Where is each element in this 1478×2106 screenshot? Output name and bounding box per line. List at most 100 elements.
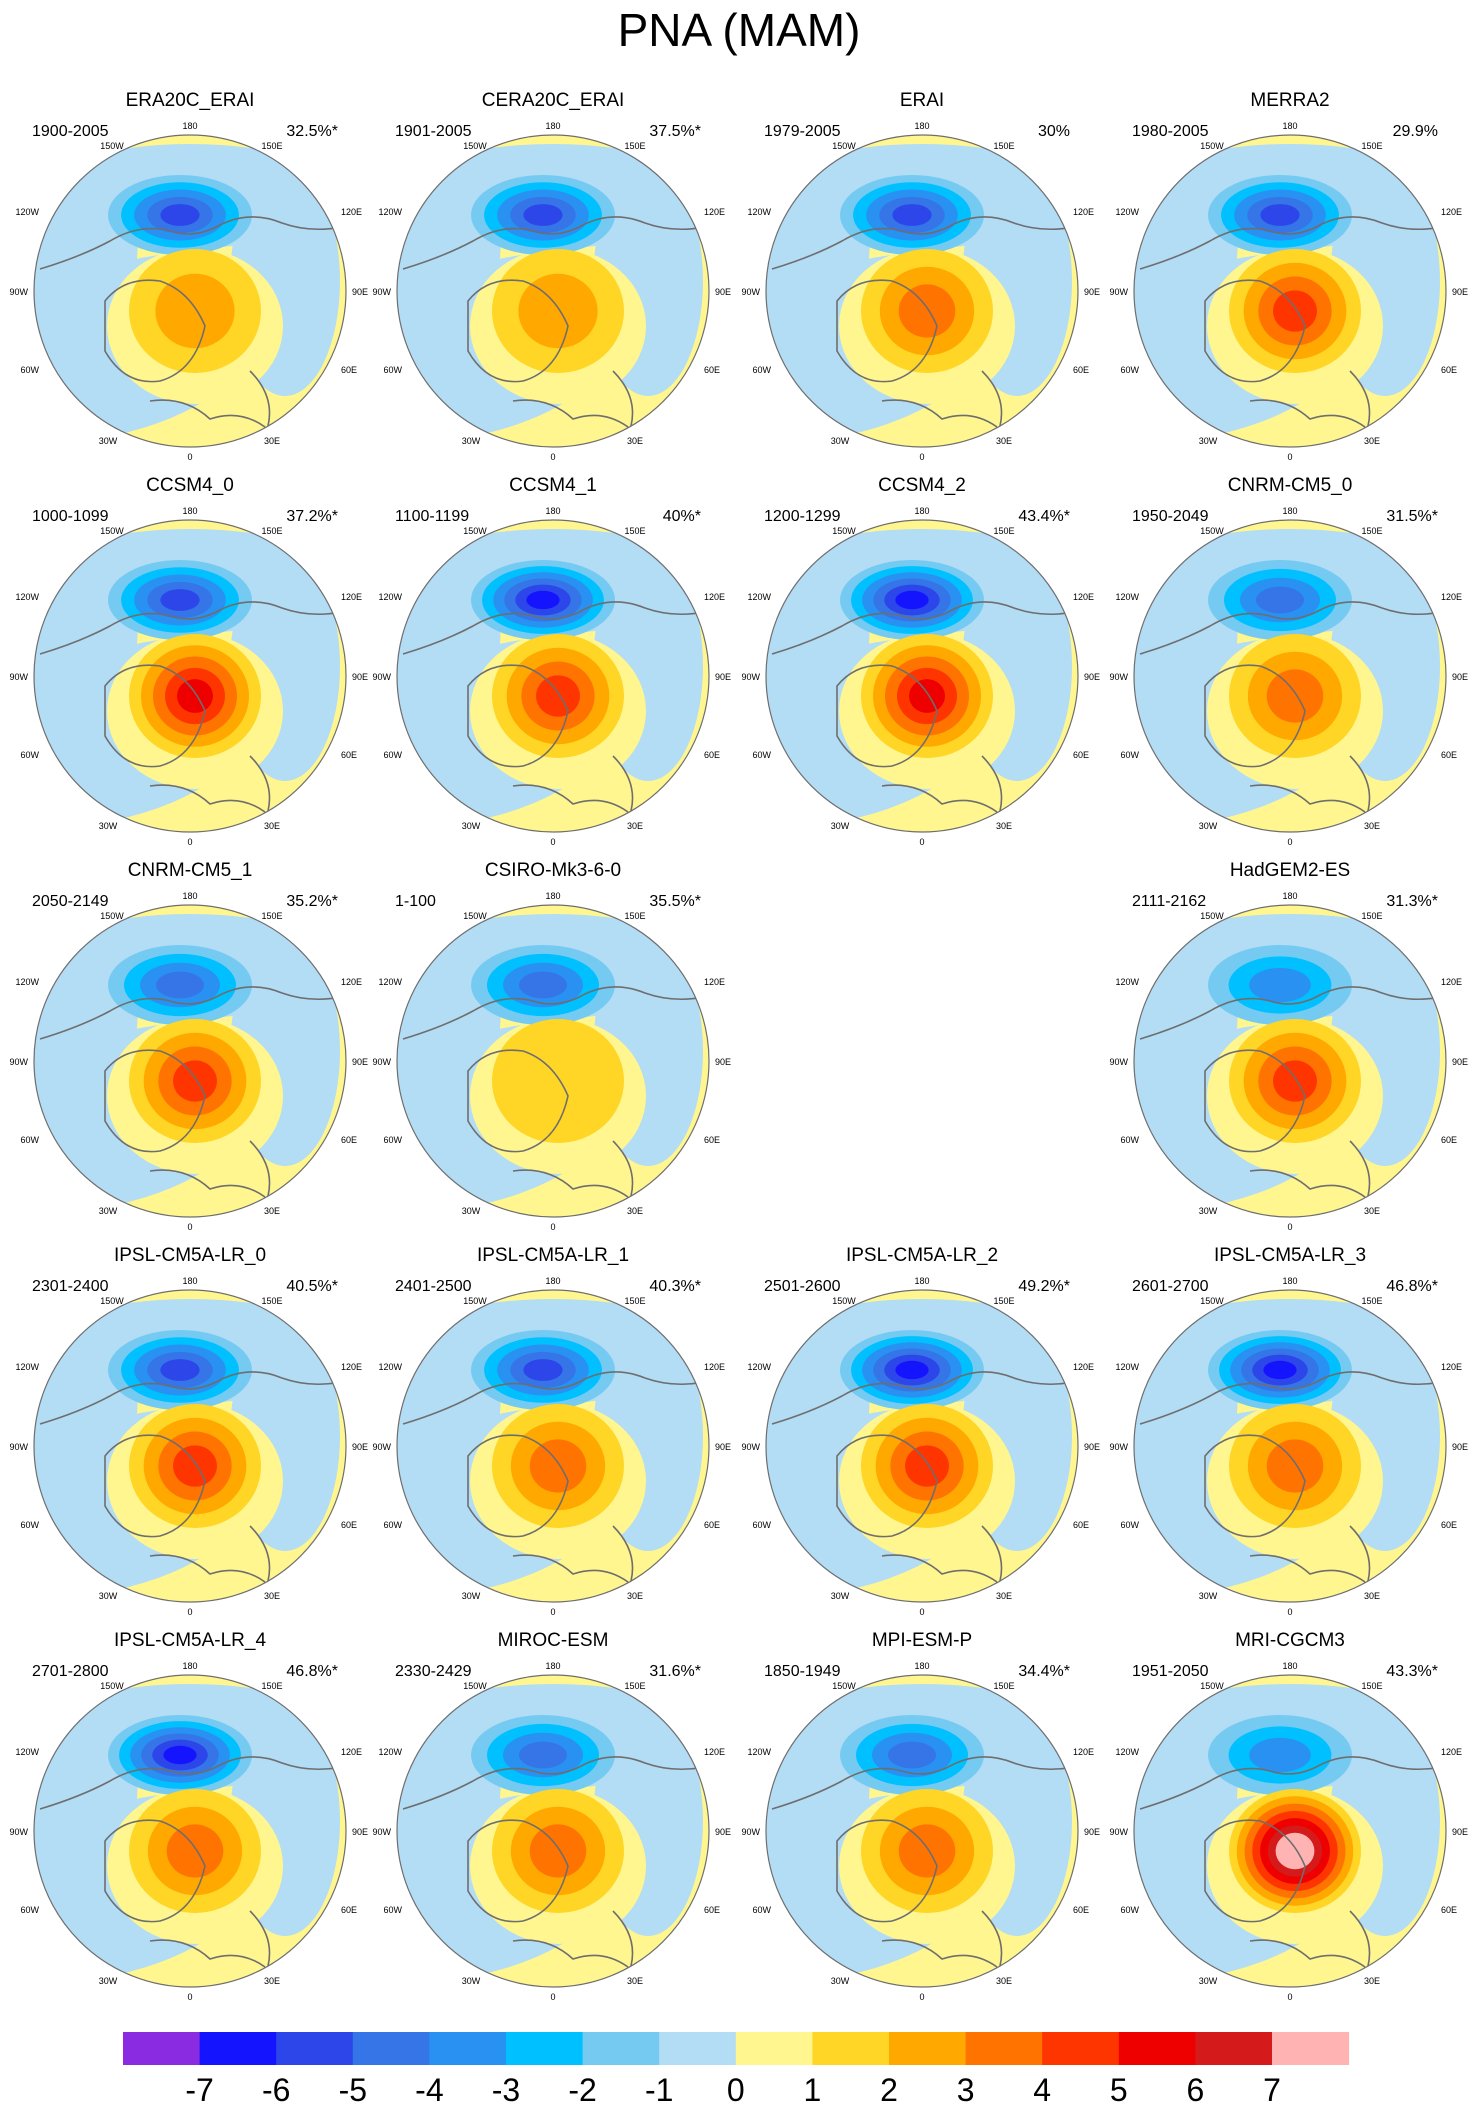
degree-label: 120W — [15, 977, 39, 987]
degree-label: 150E — [1361, 911, 1382, 921]
panel-title: IPSL-CM5A-LR_3 — [1214, 1245, 1366, 1266]
coastline — [771, 216, 1075, 428]
map-panel: IPSL-CM5A-LR_2 2501-2600 49.2%* 180 150W 150E… — [741, 1245, 1100, 1617]
contour-field — [34, 1290, 346, 1602]
map-panel: MPI-ESM-P 1850-1949 34.4%* 180 150W 150E 120W 1… — [741, 1630, 1100, 2002]
degree-label: 150W — [100, 911, 124, 921]
degree-label: 60E — [1441, 365, 1457, 375]
degree-label: 0 — [187, 1607, 192, 1617]
coastline — [771, 1371, 1075, 1583]
panel-title: MPI-ESM-P — [872, 1630, 972, 1651]
degree-label: 30W — [99, 1206, 118, 1216]
positive-contour — [529, 1439, 587, 1493]
degree-label: 120W — [378, 207, 402, 217]
degree-label: 90W — [372, 1827, 391, 1837]
degree-label: 120E — [1073, 207, 1094, 217]
negative-contour — [1249, 967, 1311, 1003]
map-boundary — [765, 1674, 1079, 1988]
degree-label: 90W — [1109, 1442, 1128, 1452]
degree-label: 150W — [1200, 1296, 1224, 1306]
degree-label: 60W — [20, 365, 39, 375]
panel-variance: 43.3%* — [1386, 1663, 1438, 1680]
panel-title: IPSL-CM5A-LR_2 — [846, 1245, 998, 1266]
degree-label: 150E — [993, 526, 1014, 536]
panel-period: 2111-2162 — [1132, 893, 1206, 910]
degree-label: 30E — [264, 821, 280, 831]
degree-label: 30W — [462, 1206, 481, 1216]
colorbar-tick: -2 — [568, 2072, 596, 2106]
degree-label: 0 — [187, 1992, 192, 2002]
degree-label: 0 — [919, 452, 924, 462]
degree-label: 60W — [752, 1520, 771, 1530]
colorbar-tick: 0 — [727, 2072, 745, 2106]
negative-contour — [523, 204, 563, 226]
degree-label: 120E — [341, 1362, 362, 1372]
degree-label: 60W — [383, 365, 402, 375]
degree-label: 90W — [372, 1442, 391, 1452]
degree-label: 30E — [627, 1206, 643, 1216]
colorbar-swatch — [659, 2032, 737, 2065]
colorbar-swatch — [1195, 2032, 1273, 2065]
degree-label: 150W — [1200, 526, 1224, 536]
degree-label: 150W — [463, 911, 487, 921]
degree-label: 60E — [704, 1520, 720, 1530]
map-panel: MRI-CGCM3 1951-2050 43.3%* 180 150W 150E 120W 1… — [1109, 1630, 1468, 2002]
degree-label: 150W — [1200, 141, 1224, 151]
degree-label: 90W — [741, 1442, 760, 1452]
degree-label: 90E — [1084, 672, 1100, 682]
degree-label: 0 — [187, 837, 192, 847]
negative-contour — [1256, 586, 1304, 614]
panel-period: 2301-2400 — [32, 1278, 109, 1295]
degree-label: 60W — [20, 1135, 39, 1145]
degree-label: 30W — [462, 436, 481, 446]
degree-label: 30W — [99, 1591, 118, 1601]
panel-period: 1901-2005 — [395, 123, 472, 140]
degree-label: 30E — [627, 1591, 643, 1601]
degree-label: 60W — [1120, 365, 1139, 375]
degree-label: 30E — [1364, 821, 1380, 831]
degree-label: 90W — [741, 1827, 760, 1837]
panel-variance: 37.2%* — [286, 508, 338, 525]
panel-title: IPSL-CM5A-LR_1 — [477, 1245, 629, 1266]
map-boundary — [396, 904, 710, 1218]
panel-title: MRI-CGCM3 — [1235, 1630, 1345, 1651]
panel-period: 1979-2005 — [764, 123, 841, 140]
degree-label: 0 — [550, 452, 555, 462]
degree-label: 30E — [264, 1206, 280, 1216]
degree-label: 60W — [1120, 1905, 1139, 1915]
panel-period: 1850-1949 — [764, 1663, 841, 1680]
panel-period: 1000-1099 — [32, 508, 109, 525]
degree-label: 90W — [372, 672, 391, 682]
map-boundary — [33, 134, 347, 448]
figure-title: PNA (MAM) — [618, 4, 861, 56]
colorbar-swatch — [735, 2032, 813, 2065]
panel-variance: 35.5%* — [649, 893, 701, 910]
degree-label: 90E — [715, 287, 731, 297]
positive-contour — [177, 679, 213, 713]
degree-label: 0 — [919, 1992, 924, 2002]
map-boundary — [33, 1289, 347, 1603]
degree-label: 120E — [341, 592, 362, 602]
map-boundary — [396, 134, 710, 448]
degree-label: 60E — [704, 750, 720, 760]
positive-contour — [173, 1445, 217, 1487]
degree-label: 120W — [1115, 1362, 1139, 1372]
coastline — [771, 601, 1075, 813]
degree-label: 150W — [832, 1681, 856, 1691]
degree-label: 30W — [462, 1591, 481, 1601]
panel-variance: 30% — [1038, 123, 1070, 140]
degree-label: 150W — [100, 526, 124, 536]
panel-variance: 49.2%* — [1018, 1278, 1070, 1295]
degree-label: 150E — [993, 1296, 1014, 1306]
panel-variance: 40.5%* — [286, 1278, 338, 1295]
degree-label: 150W — [463, 1296, 487, 1306]
degree-label: 180 — [182, 891, 197, 901]
panel-variance: 37.5%* — [649, 123, 701, 140]
degree-label: 90W — [1109, 1057, 1128, 1067]
map-boundary — [1133, 1674, 1447, 1988]
positive-contour — [1273, 1060, 1317, 1102]
degree-label: 120W — [378, 1747, 402, 1757]
degree-label: 60W — [1120, 1520, 1139, 1530]
degree-label: 90W — [372, 1057, 391, 1067]
negative-contour — [1260, 204, 1300, 226]
